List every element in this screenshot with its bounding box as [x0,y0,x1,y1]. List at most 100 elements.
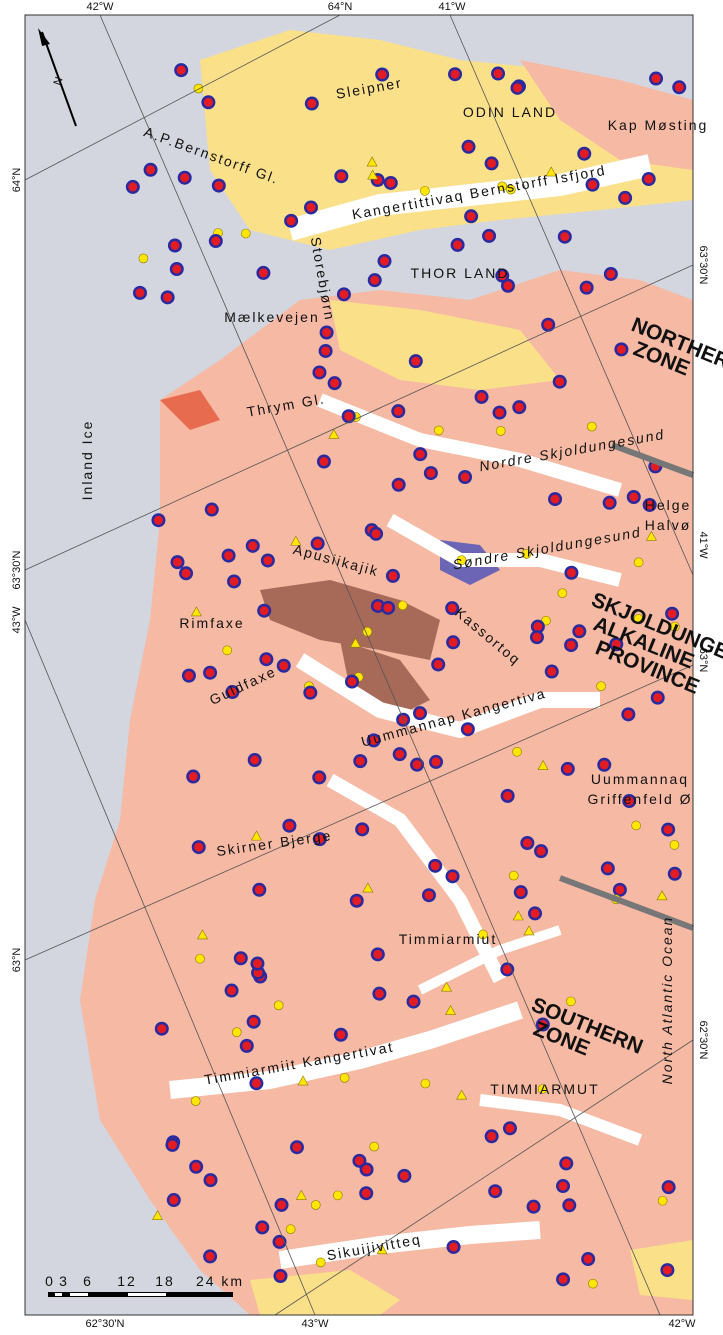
locality-dot [597,682,606,691]
locality-dot [670,840,679,849]
graticule-label: 64°N [328,1,353,13]
place-name: Timmiarmiut [399,931,497,947]
place-name: Uummannaq [591,771,689,787]
locality-star-core [227,986,236,995]
graticule-label: 41°W [697,531,709,559]
locality-star-core [206,1176,215,1185]
locality-star-core [211,237,220,246]
locality-star-core [224,551,233,560]
locality-star-core [362,1189,371,1198]
locality-star-core [373,601,382,610]
locality-star-core [606,269,615,278]
locality-star-core [388,571,397,580]
scale-label: 3 [59,1273,69,1289]
locality-star-core [336,1030,345,1039]
locality-star-core [206,668,215,677]
locality-star-core [529,1202,538,1211]
place-name: Rimfaxe [179,615,244,631]
locality-star-core [624,710,633,719]
locality-star-core [330,379,339,388]
locality-star-core [544,320,553,329]
place-name: Kap Møsting [608,117,709,133]
locality-star-core [154,516,163,525]
locality-star-core [653,693,662,702]
locality-star-core [513,83,522,92]
locality-star-core [279,661,288,670]
locality-star-core [675,83,684,92]
locality-dot [195,954,204,963]
locality-star-core [252,1079,261,1088]
locality-star-core [555,377,564,386]
locality-star-core [487,1132,496,1141]
locality-star-core [177,66,186,75]
locality-star-core [424,891,433,900]
locality-star-core [146,165,155,174]
locality-star-core [431,861,440,870]
locality-star-core [411,357,420,366]
locality-star-core [494,69,503,78]
locality-dot [632,821,641,830]
locality-star-core [348,677,357,686]
locality-star-core [315,368,324,377]
locality-star-core [207,505,216,514]
scale-bar [48,1292,233,1297]
locality-star-core [523,839,532,848]
locality-dot [333,1191,342,1200]
locality-star-core [621,193,630,202]
locality-star-core [551,495,560,504]
locality-star-core [670,869,679,878]
locality-star-core [584,1255,593,1264]
locality-star-core [180,173,189,182]
place-name: Halvø [645,517,692,533]
scale-label: 0 [45,1273,55,1289]
locality-star-core [258,1223,267,1232]
locality-star-core [663,1266,672,1275]
locality-star-core [259,268,268,277]
locality-dot [241,229,250,238]
graticule-label: 43°W [301,1318,329,1330]
graticule-label: 63°30'N [697,246,709,285]
locality-star-core [432,757,441,766]
graticule-label: 64°N [11,168,23,193]
locality-star-core [184,671,193,680]
locality-star-core [409,997,418,1006]
locality-star-core [337,172,346,181]
scale-label: 12 [117,1273,137,1289]
locality-star-core [644,175,653,184]
locality-star-core [629,492,638,501]
locality-star-core [495,408,504,417]
locality-star-core [580,149,589,158]
place-name: Mælkevejen [224,309,319,325]
locality-star-core [449,638,458,647]
locality-dot [370,1142,379,1151]
locality-star-core [263,556,272,565]
locality-dot [658,1196,667,1205]
locality-star-core [664,825,673,834]
locality-star-core [413,760,422,769]
map: N 42°W64°N41°W64°N63°30'N43°W63°N63°30'N… [0,0,723,1330]
locality-dot [513,747,522,756]
place-name: TIMMIARMUT [490,1081,599,1097]
locality-star-core [169,1196,178,1205]
locality-star-core [416,450,425,459]
locality-star-core [356,757,365,766]
locality-dot [496,426,505,435]
place-name: North Atlantic Ocean [659,916,675,1085]
locality-star-core [206,1252,215,1261]
locality-star-core [189,772,198,781]
locality-star-core [192,1162,201,1171]
locality-star-core [386,178,395,187]
locality-dot [311,1200,320,1209]
locality-star-core [537,847,546,856]
locality-dot [509,871,518,880]
locality-star-core [250,755,259,764]
locality-star-core [582,283,591,292]
locality-star-core [253,959,262,968]
locality-star-core [370,276,379,285]
locality-star-core [467,212,476,221]
locality-star-core [563,764,572,773]
locality-star-core [339,290,348,299]
locality-star-core [319,457,328,466]
locality-dot [421,1079,430,1088]
locality-star-core [434,660,443,669]
